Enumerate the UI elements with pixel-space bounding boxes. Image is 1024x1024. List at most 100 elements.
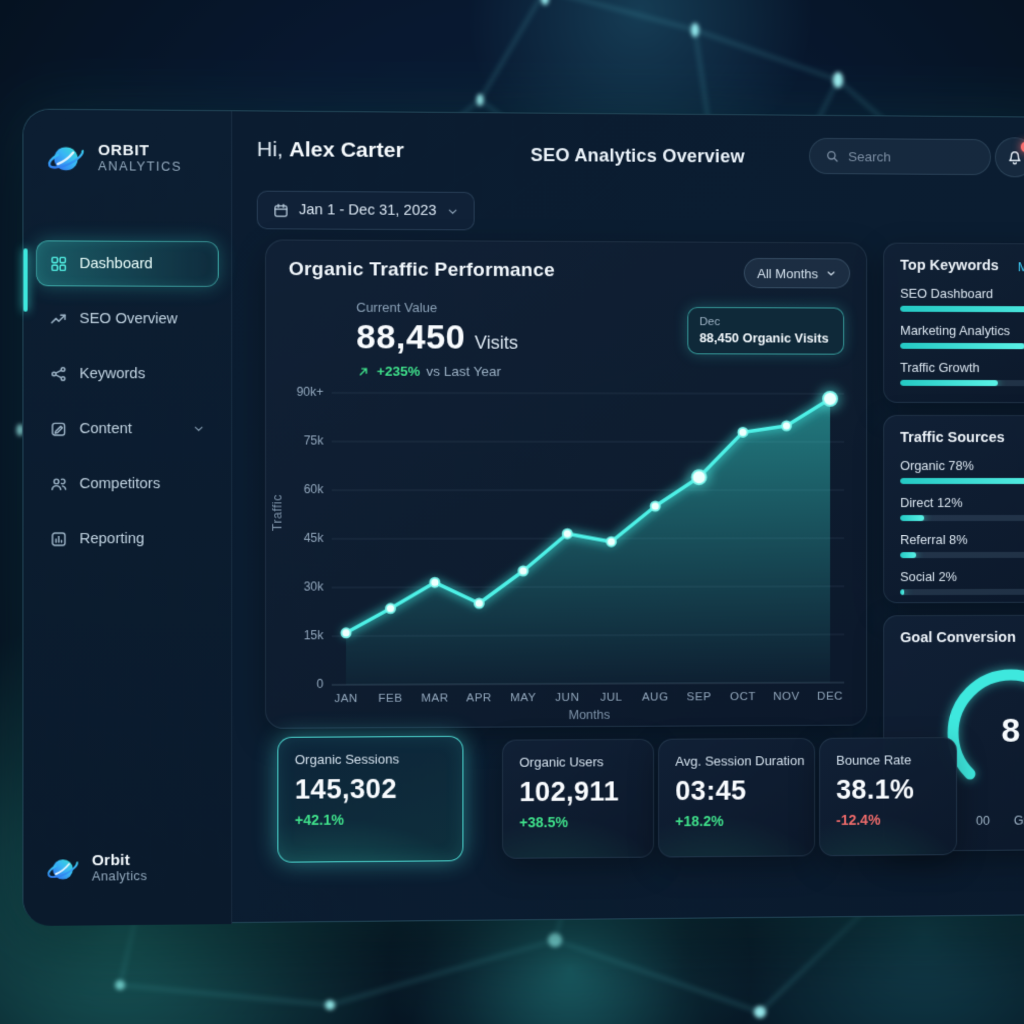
grid-icon (49, 254, 68, 272)
x-tick: MAY (510, 692, 537, 705)
dashboard-window: ORBIT ANALYTICS Dashboard SEO Overview Key… (22, 108, 1024, 927)
bar-fill (900, 589, 905, 596)
y-tick: 90k+ (296, 384, 324, 399)
traffic-source-row: Referral 8% (900, 532, 1024, 559)
bar-fill (900, 477, 1024, 485)
greeting: Hi, Alex Carter (256, 137, 404, 163)
stat-value: 145,302 (294, 773, 397, 805)
edit-icon (49, 419, 68, 437)
search-icon (824, 148, 840, 164)
months-filter-dropdown[interactable]: All Months (744, 257, 851, 289)
brand-subtitle: ANALYTICS (98, 159, 182, 175)
keyword-row: Traffic Growth (900, 359, 1024, 387)
bar-label: SEO Dashboard (900, 285, 994, 302)
y-tick: 30k (303, 579, 324, 594)
trend-icon (49, 309, 68, 327)
stat-value: 38.1% (836, 774, 915, 805)
keyword-row: SEO Dashboard (900, 286, 1024, 313)
sidebar-nav: Dashboard SEO Overview Keywords Content Comp… (35, 240, 219, 562)
y-tick: 0 (316, 676, 324, 692)
sidebar-item-label: Competitors (79, 475, 161, 492)
sidebar-item-dashboard[interactable]: Dashboard (35, 240, 219, 287)
sidebar-item-label: SEO Overview (79, 310, 178, 327)
arrow-up-right-icon (356, 364, 370, 378)
traffic-source-row: Organic 78% (900, 458, 1024, 485)
active-indicator-bar (23, 248, 28, 312)
stat-card-bounce-rate: Bounce Rate 38.1% -12.4% (819, 737, 958, 857)
x-tick: MAR (420, 692, 449, 705)
current-value-delta: +235% vs Last Year (356, 364, 501, 379)
search-input[interactable] (809, 137, 991, 176)
x-tick: DEC (817, 690, 844, 703)
stat-card-avg-session-duration: Avg. Session Duration 03:45 +18.2% (658, 737, 816, 858)
bar-track (900, 342, 1024, 350)
sidebar-item-label: Dashboard (79, 255, 153, 272)
date-range-picker[interactable]: Jan 1 - Dec 31, 2023 (256, 190, 475, 231)
y-axis-label: Traffic (270, 494, 285, 531)
stat-label: Organic Sessions (294, 751, 400, 768)
stat-delta: -12.4% (836, 811, 881, 829)
brand-logo: ORBIT ANALYTICS (44, 136, 182, 180)
sidebar-item-content[interactable]: Content (36, 406, 219, 452)
y-tick: 15k (303, 628, 324, 643)
sidebar-item-label: Keywords (79, 365, 146, 382)
stat-value: 03:45 (675, 775, 747, 807)
stat-delta: +18.2% (675, 812, 724, 830)
stat-value: 102,911 (519, 776, 619, 808)
x-tick: FEB (378, 692, 403, 705)
page-title: SEO Analytics Overview (530, 144, 745, 167)
y-tick: 45k (303, 530, 324, 545)
search-field[interactable] (848, 148, 976, 165)
chart-tooltip: Dec 88,450 Organic Visits (687, 306, 845, 355)
stat-delta: +38.5% (519, 813, 568, 831)
traffic-line-chart (332, 385, 844, 685)
bar-fill (900, 515, 924, 522)
bar-fill (900, 379, 998, 387)
brand-footer-subtitle: Analytics (91, 869, 148, 885)
organic-traffic-card: Organic Traffic Performance All Months C… (265, 239, 868, 729)
current-value-label: Current Value (356, 299, 438, 316)
keywords-list: SEO Dashboard Marketing Analytics Traffic … (900, 286, 1024, 397)
chart-title: Organic Traffic Performance (288, 258, 555, 282)
y-tick: 75k (303, 433, 324, 448)
x-tick: JUN (555, 691, 580, 705)
chevron-down-icon (446, 204, 459, 217)
x-tick: JUL (600, 691, 623, 704)
notifications-button[interactable] (994, 137, 1024, 178)
x-axis-label: Months (568, 707, 611, 723)
users-icon (49, 474, 68, 492)
x-tick: JAN (334, 692, 358, 706)
sidebar-item-reporting[interactable]: Reporting (36, 516, 219, 562)
bar-track (900, 477, 1024, 485)
bar-label: Social 2% (900, 569, 957, 585)
bar-track (900, 551, 1024, 559)
keywords-more-link[interactable]: More (1017, 259, 1024, 275)
sidebar-item-competitors[interactable]: Competitors (36, 461, 219, 507)
gauge-partial-label: Gr (1013, 813, 1024, 828)
traffic-source-row: Social 2% (900, 569, 1024, 596)
bar-fill (900, 552, 916, 559)
stat-card-organic-sessions: Organic Sessions 145,302 +42.1% (277, 735, 464, 863)
stat-label: Avg. Session Duration (675, 752, 805, 769)
y-tick: 60k (303, 482, 324, 497)
traffic-source-row: Direct 12% (900, 495, 1024, 522)
x-tick: APR (466, 692, 492, 705)
date-range-label: Jan 1 - Dec 31, 2023 (298, 202, 437, 220)
gauge-start-label: 00 (975, 813, 990, 828)
sources-list: Organic 78% Direct 12% Referral 8% Social 2… (900, 458, 1024, 606)
sidebar-item-keywords[interactable]: Keywords (36, 350, 219, 396)
top-keywords-title: Top Keywords (900, 257, 999, 275)
stat-delta: +42.1% (294, 811, 344, 829)
sidebar-item-seo-overview[interactable]: SEO Overview (36, 295, 219, 341)
chevron-down-icon (192, 422, 205, 435)
bar-label: Traffic Growth (900, 359, 980, 376)
bar-track (900, 305, 1024, 313)
current-value: 88,450 Visits (356, 317, 519, 357)
bar-label: Direct 12% (900, 495, 963, 511)
sidebar-item-label: Reporting (79, 530, 145, 547)
chevron-down-icon (825, 267, 837, 279)
calendar-icon (272, 201, 289, 218)
top-keywords-card: Top Keywords More SEO Dashboard Marketing… (883, 242, 1024, 404)
stat-label: Organic Users (519, 754, 604, 770)
sidebar: ORBIT ANALYTICS Dashboard SEO Overview Key… (23, 109, 233, 927)
